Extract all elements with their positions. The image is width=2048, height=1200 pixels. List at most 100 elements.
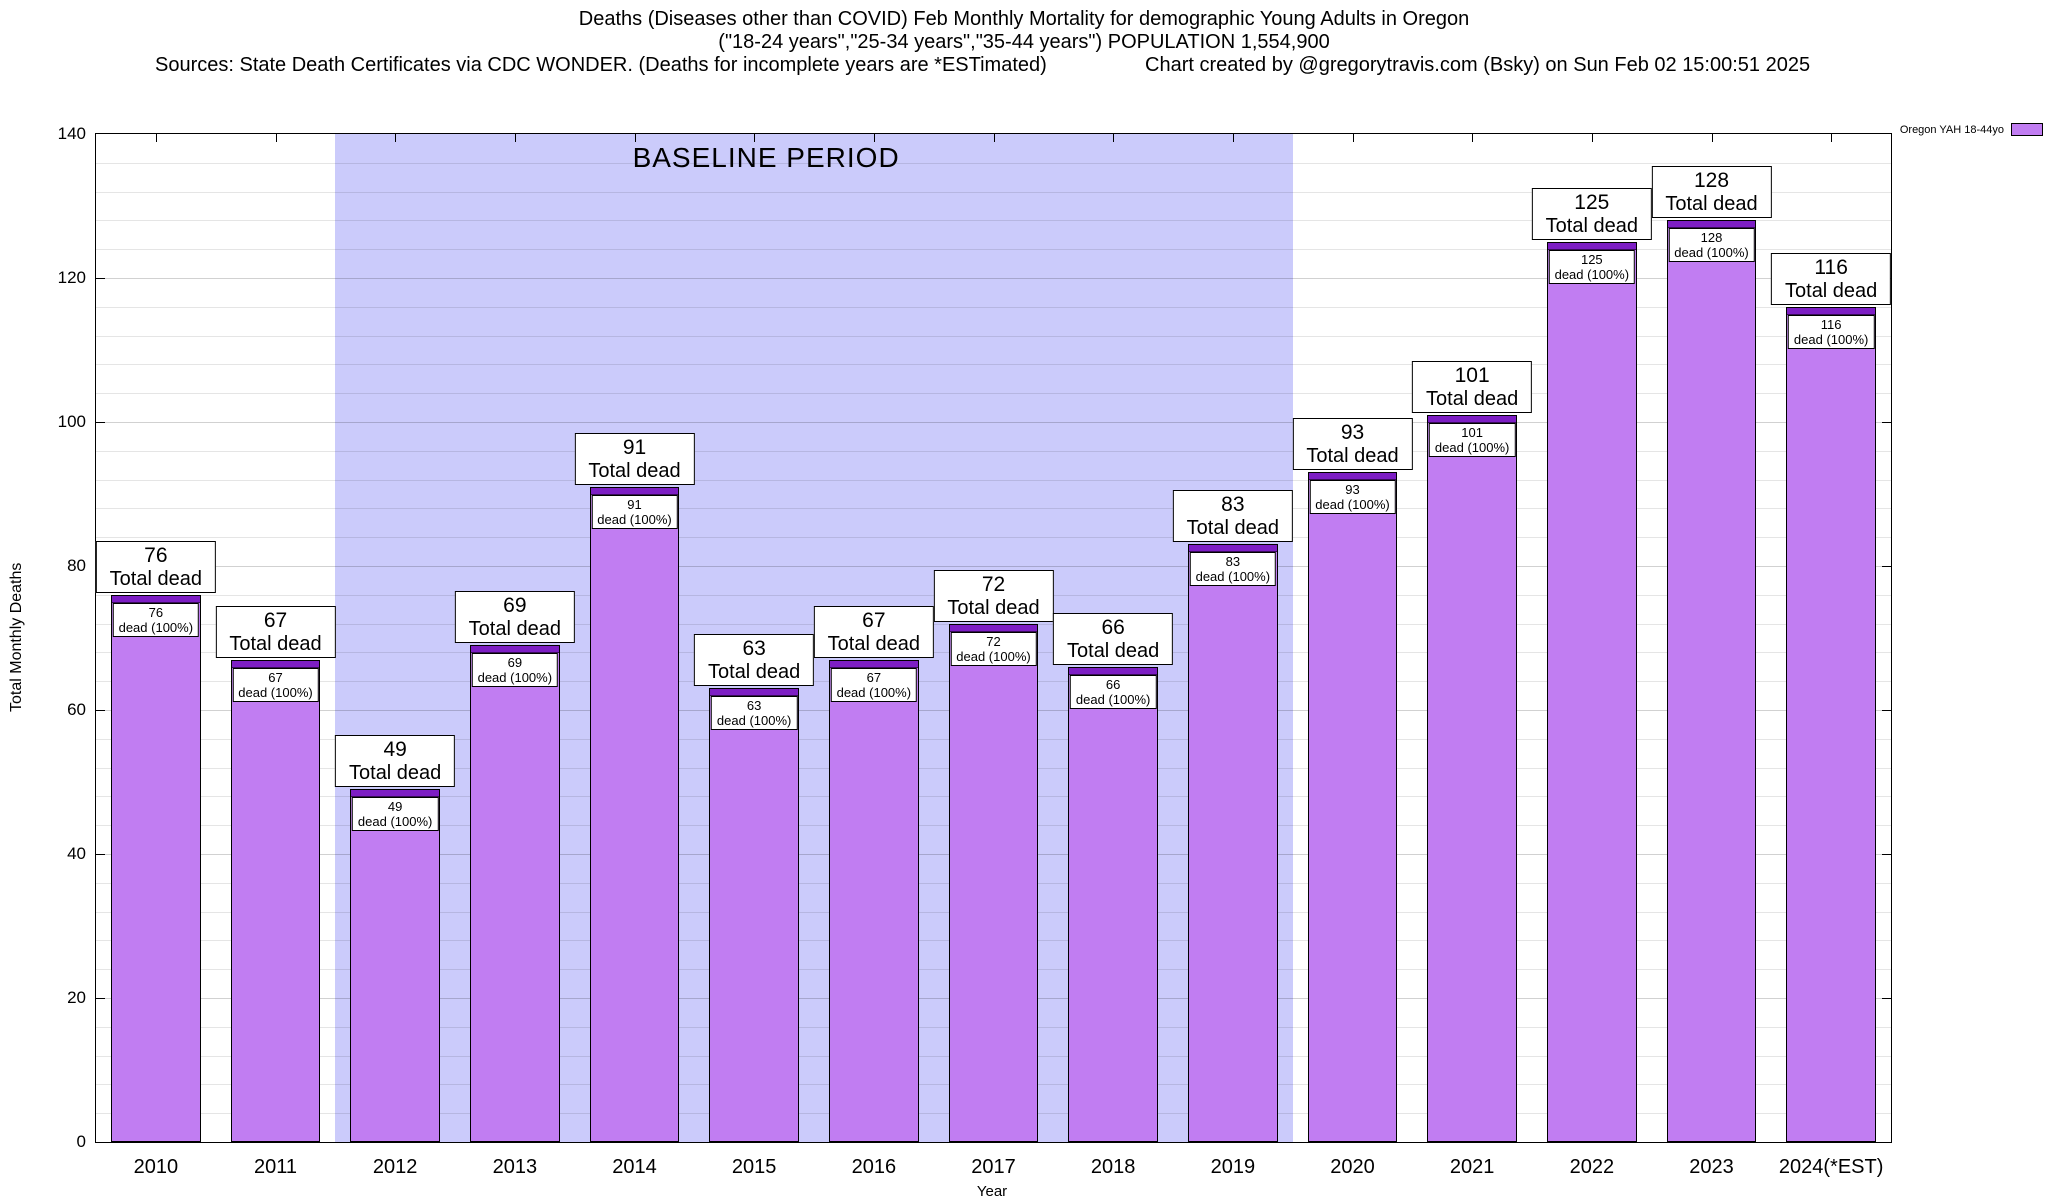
legend: Oregon YAH 18-44yo: [1900, 123, 2043, 136]
bar-total-text: Total dead: [827, 632, 920, 655]
bar-breakdown-value: 69: [507, 655, 523, 671]
bar-cap: [949, 624, 1038, 632]
bar-total-text: Total dead: [468, 618, 561, 641]
bar-total-text: Total dead: [708, 661, 801, 684]
chart-sources-note: Sources: State Death Certificates via CD…: [155, 54, 1047, 76]
bar-2010: [110, 594, 201, 1142]
bar-breakdown-text: dead (100%): [836, 684, 912, 700]
bar-total-value: 66: [1101, 615, 1125, 639]
minor-gridline: [96, 364, 1891, 366]
bar-breakdown-value: 49: [387, 799, 403, 815]
x-tick-label: 2020: [1330, 1156, 1375, 1178]
bar-2016: [828, 659, 919, 1142]
x-tick-label: 2015: [731, 1156, 777, 1178]
bar-cap: [111, 595, 200, 603]
bar-cap: [829, 660, 918, 668]
x-tick-label: 2012: [372, 1156, 418, 1178]
bar-breakdown-value: 76: [148, 604, 164, 620]
bar-breakdown-label: 67 dead (100%): [232, 667, 319, 702]
bar-total-label: 72 Total dead: [933, 569, 1054, 622]
bar-breakdown-label: 69 dead (100%): [471, 653, 559, 688]
bar-2019: [1187, 544, 1278, 1142]
x-tick-mark: [1113, 134, 1115, 142]
minor-gridline: [96, 249, 1891, 251]
bar-breakdown-value: 125: [1580, 252, 1603, 267]
x-tick-mark: [1591, 134, 1593, 142]
bar-breakdown-value: 67: [866, 669, 882, 685]
bar-total-label: 69 Total dead: [454, 591, 575, 644]
bar-breakdown-label: 83 dead (100%): [1189, 552, 1277, 587]
x-tick-label: 2014: [612, 1156, 657, 1178]
x-tick-mark: [514, 134, 516, 142]
bar-breakdown-label: 125 dead (100%): [1548, 250, 1636, 284]
bar-total-value: 67: [263, 608, 288, 632]
bar-total-label: 83 Total dead: [1172, 490, 1293, 543]
bar-breakdown-label: 66 dead (100%): [1069, 674, 1157, 709]
baseline-period-label: BASELINE PERIOD: [632, 142, 900, 173]
minor-gridline: [96, 450, 1891, 452]
bar-breakdown-text: dead (100%): [1674, 245, 1749, 261]
bar-breakdown-value: 128: [1700, 230, 1723, 246]
bar-breakdown-label: 101 dead (100%): [1428, 422, 1516, 457]
bar-cap: [351, 790, 440, 798]
minor-gridline: [96, 162, 1891, 164]
minor-gridline: [96, 335, 1891, 337]
bar-breakdown-label: 49 dead (100%): [351, 797, 439, 832]
bar-breakdown-label: 63 dead (100%): [710, 696, 798, 731]
bar-total-label: 116 Total dead: [1771, 252, 1892, 305]
y-tick-mark: [96, 998, 105, 999]
bar-2011: [230, 659, 321, 1142]
y-tick-mark: [96, 422, 105, 423]
bar-breakdown-label: 76 dead (100%): [112, 602, 200, 637]
y-tick-mark: [96, 710, 105, 711]
bar-breakdown-text: dead (100%): [1793, 331, 1869, 347]
major-gridline: [96, 566, 1891, 567]
bar-breakdown-text: dead (100%): [597, 511, 672, 527]
bar-total-text: Total dead: [588, 459, 681, 482]
x-tick-mark: [155, 134, 157, 142]
y-tick-label: 120: [57, 268, 86, 287]
bar-breakdown-value: 67: [268, 669, 283, 685]
bar-breakdown-label: 72 dead (100%): [950, 631, 1037, 666]
bar-total-value: 63: [742, 637, 766, 661]
major-gridline: [96, 422, 1891, 423]
bar-2013: [469, 645, 560, 1142]
y-tick-mark: [96, 278, 105, 279]
x-tick-mark: [634, 134, 636, 142]
x-tick-mark: [1711, 134, 1713, 142]
x-tick-mark: [873, 134, 875, 142]
bar-total-value: 49: [383, 738, 407, 762]
bar-2022: [1546, 242, 1637, 1142]
x-tick-mark: [1352, 134, 1354, 142]
bar-cap: [590, 487, 679, 495]
x-tick-mark: [754, 134, 756, 142]
bar-2020: [1307, 472, 1398, 1142]
bar-total-value: 72: [981, 572, 1006, 596]
bar-total-text: Total dead: [947, 596, 1040, 619]
bar-total-label: 101 Total dead: [1412, 360, 1533, 413]
bar-total-value: 101: [1454, 363, 1490, 387]
bar-breakdown-label: 67 dead (100%): [830, 667, 918, 702]
bar-cap: [1188, 545, 1277, 553]
chart-title-line1: Deaths (Diseases other than COVID) Feb M…: [578, 8, 1470, 30]
x-tick-label: 2024(*EST): [1778, 1156, 1884, 1178]
bar-total-label: 125 Total dead: [1531, 188, 1652, 240]
x-tick-label: 2021: [1449, 1156, 1495, 1178]
bar-total-value: 91: [622, 435, 647, 459]
bar-breakdown-text: dead (100%): [477, 670, 553, 686]
y-tick-mark: [1882, 854, 1891, 855]
bar-total-text: Total dead: [1426, 387, 1519, 410]
bar-breakdown-text: dead (100%): [357, 814, 433, 830]
bar-total-value: 76: [144, 543, 168, 567]
bar-total-label: 128 Total dead: [1651, 166, 1772, 219]
bar-breakdown-text: dead (100%): [238, 684, 313, 700]
bar-2015: [709, 688, 800, 1142]
x-tick-label: 2018: [1090, 1156, 1136, 1178]
bar-cap: [470, 646, 559, 654]
x-tick-label: 2022: [1569, 1156, 1615, 1178]
x-tick-mark: [993, 134, 995, 142]
x-tick-mark: [1831, 134, 1833, 142]
minor-gridline: [96, 537, 1891, 539]
bar-total-value: 69: [503, 594, 527, 618]
bar-total-value: 128: [1693, 169, 1730, 193]
